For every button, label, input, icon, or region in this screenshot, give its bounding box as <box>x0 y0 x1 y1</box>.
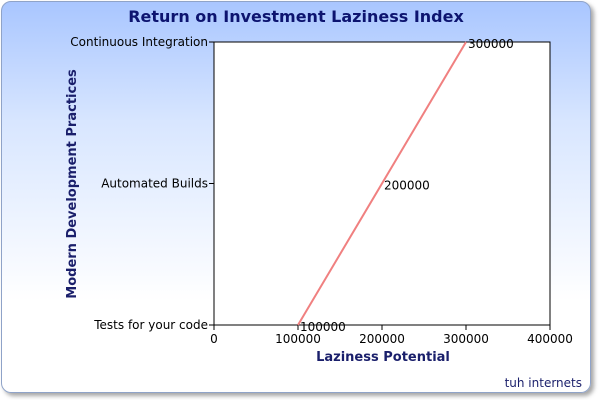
series-line <box>297 41 467 326</box>
y-tick-label: Continuous Integration <box>70 35 208 49</box>
x-tick-label: 400000 <box>527 332 573 346</box>
x-tick-label: 200000 <box>359 332 405 346</box>
data-label: 100000 <box>300 320 346 334</box>
y-tick-label: Automated Builds <box>101 177 208 191</box>
data-label: 200000 <box>384 179 430 193</box>
y-axis-label: Modern Development Practices <box>65 69 80 299</box>
credit-text: tuh internets <box>505 376 582 390</box>
data-label: 300000 <box>468 37 514 51</box>
x-tick-label: 300000 <box>443 332 489 346</box>
x-axis-label: Laziness Potential <box>316 350 450 365</box>
x-tick-label: 100000 <box>275 332 321 346</box>
y-tick-label: Tests for your code <box>93 318 208 332</box>
x-tick-label: 0 <box>210 332 218 346</box>
chart-title: Return on Investment Laziness Index <box>128 7 464 26</box>
plot-area: Tests for your code Automated Builds Conti… <box>70 35 573 346</box>
